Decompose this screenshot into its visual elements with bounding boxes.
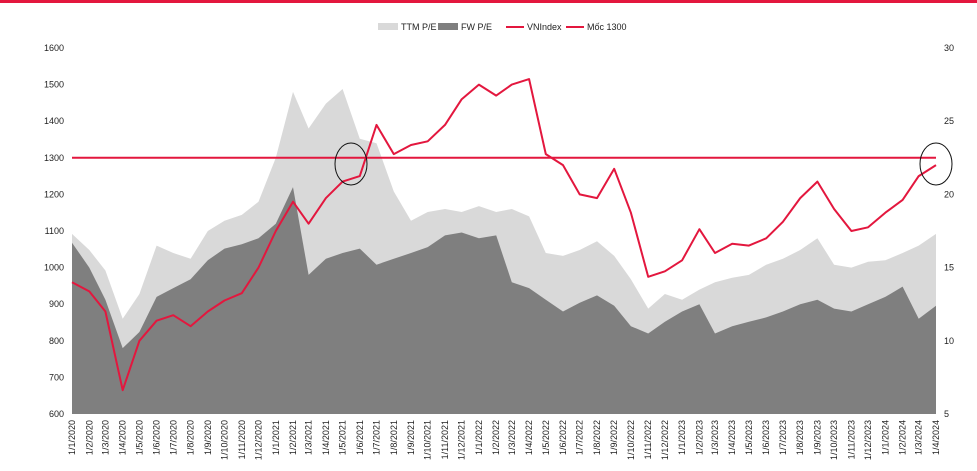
x-tick-label: 1/2/2022 xyxy=(491,420,501,455)
x-tick-label: 1/5/2023 xyxy=(744,420,754,455)
x-tick-label: 1/7/2021 xyxy=(372,420,382,455)
x-tick-label: 1/4/2024 xyxy=(931,420,941,455)
x-tick-label: 1/2/2023 xyxy=(694,420,704,455)
x-tick-label: 1/3/2021 xyxy=(304,420,314,455)
y-right-tick-label: 15 xyxy=(944,263,954,273)
y-left-tick-label: 1000 xyxy=(44,263,64,273)
legend-label: Mốc 1300 xyxy=(587,22,627,32)
x-tick-label: 1/5/2021 xyxy=(338,420,348,455)
vnindex-line-layer xyxy=(71,78,937,392)
x-tick-label: 1/2/2020 xyxy=(84,420,94,455)
x-tick-label: 1/8/2023 xyxy=(795,420,805,455)
legend-label: TTM P/E xyxy=(401,22,437,32)
x-tick-label: 1/9/2022 xyxy=(609,420,619,455)
y-left-tick-label: 1300 xyxy=(44,153,64,163)
x-tick-label: 1/11/2022 xyxy=(643,420,653,459)
y-left-tick-label: 600 xyxy=(49,409,64,419)
y-left-tick-label: 1500 xyxy=(44,80,64,90)
vnindex-line xyxy=(71,78,937,392)
x-tick-label: 1/4/2023 xyxy=(727,420,737,455)
x-tick-label: 1/9/2023 xyxy=(812,420,822,455)
legend-label: VNIndex xyxy=(527,22,562,32)
legend-swatch-fw-pe xyxy=(438,23,458,30)
x-tick-label: 1/11/2021 xyxy=(440,420,450,459)
legend-swatch-ttm-pe xyxy=(378,23,398,30)
x-tick-label: 1/10/2020 xyxy=(220,420,230,460)
x-tick-label: 1/7/2023 xyxy=(778,420,788,455)
x-tick-label: 1/8/2020 xyxy=(186,420,196,455)
y-right-tick-label: 10 xyxy=(944,336,954,346)
highlight-circle-2021 xyxy=(334,142,368,186)
x-tick-label: 1/3/2022 xyxy=(507,420,517,455)
x-tick-label: 1/6/2020 xyxy=(152,420,162,455)
x-tick-label: 1/1/2022 xyxy=(474,420,484,455)
x-tick-label: 1/1/2024 xyxy=(880,420,890,455)
x-tick-label: 1/7/2020 xyxy=(168,420,178,455)
legend-label: FW P/E xyxy=(461,22,492,32)
x-tick-label: 1/4/2020 xyxy=(118,420,128,455)
x-tick-label: 1/1/2021 xyxy=(271,420,281,455)
x-tick-label: 1/12/2020 xyxy=(254,420,264,460)
y-left-tick-label: 1400 xyxy=(44,116,64,126)
y-right-tick-label: 5 xyxy=(944,409,949,419)
highlight-circles-layer xyxy=(334,142,953,186)
x-tick-label: 1/9/2020 xyxy=(203,420,213,455)
x-tick-label: 1/6/2021 xyxy=(355,420,365,455)
highlight-circle-2024 xyxy=(919,142,953,186)
x-tick-label: 1/1/2023 xyxy=(677,420,687,455)
legend: TTM P/E FW P/E VNIndex Mốc 1300 xyxy=(378,22,627,32)
x-tick-label: 1/9/2021 xyxy=(406,420,416,455)
fw-pe-area xyxy=(72,187,936,414)
header-accent-line xyxy=(0,0,977,3)
x-tick-label: 1/12/2023 xyxy=(863,420,873,460)
x-tick-label: 1/1/2020 xyxy=(67,420,77,455)
x-tick-label: 1/12/2021 xyxy=(457,420,467,460)
x-tick-label: 1/7/2022 xyxy=(575,420,585,455)
x-tick-label: 1/10/2022 xyxy=(626,420,636,460)
x-tick-label: 1/12/2022 xyxy=(660,420,670,460)
x-tick-label: 1/4/2022 xyxy=(524,420,534,455)
axes-layer: 600 700 800 900 1000 1100 1200 1300 1400 1500 1600… xyxy=(44,43,954,460)
x-tick-label: 1/3/2024 xyxy=(914,420,924,455)
x-tick-label: 1/3/2023 xyxy=(710,420,720,455)
x-tick-label: 1/10/2021 xyxy=(423,420,433,460)
x-tick-label: 1/5/2020 xyxy=(134,420,144,455)
x-tick-label: 1/11/2020 xyxy=(237,420,247,459)
x-tick-label: 1/8/2021 xyxy=(389,420,399,455)
fw-pe-area-layer xyxy=(72,187,936,414)
x-tick-label: 1/3/2020 xyxy=(100,420,110,455)
y-left-tick-label: 1200 xyxy=(44,189,64,199)
x-tick-label: 1/2/2021 xyxy=(288,420,298,455)
x-tick-label: 1/10/2023 xyxy=(829,420,839,460)
y-right-tick-label: 20 xyxy=(944,189,954,199)
y-left-tick-label: 800 xyxy=(49,336,64,346)
x-tick-label: 1/6/2023 xyxy=(761,420,771,455)
y-right-tick-label: 25 xyxy=(944,116,954,126)
x-tick-label: 1/8/2022 xyxy=(592,420,602,455)
y-left-tick-label: 1100 xyxy=(45,226,64,236)
y-right-tick-label: 30 xyxy=(944,43,954,53)
y-left-tick-label: 700 xyxy=(49,372,64,382)
x-tick-label: 1/4/2021 xyxy=(321,420,331,455)
y-left-tick-label: 900 xyxy=(49,299,64,309)
x-tick-label: 1/6/2022 xyxy=(558,420,568,455)
x-tick-label: 1/2/2024 xyxy=(898,420,908,455)
x-tick-label: 1/5/2022 xyxy=(541,420,551,455)
y-left-tick-label: 1600 xyxy=(44,43,64,53)
x-tick-label: 1/11/2023 xyxy=(846,420,856,459)
